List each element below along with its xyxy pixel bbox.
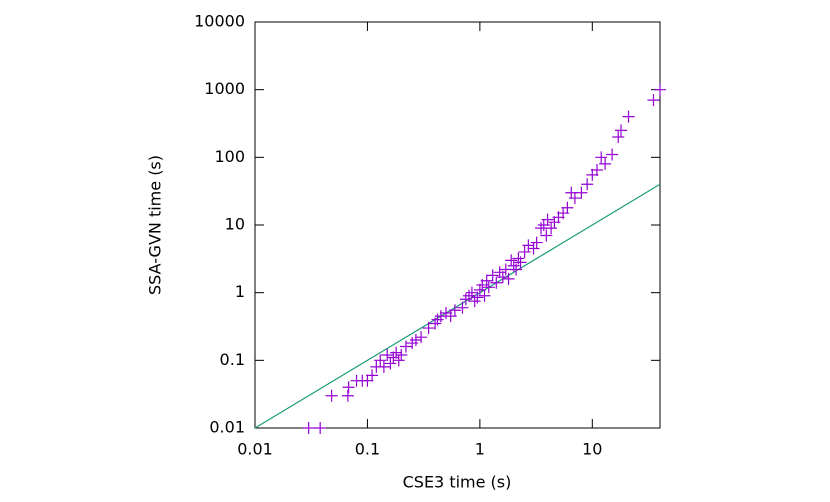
x-tick-label: 0.1 xyxy=(355,440,380,459)
point xyxy=(518,245,531,258)
x-axis-label: CSE3 time (s) xyxy=(403,473,512,492)
point xyxy=(561,201,574,214)
point xyxy=(361,374,374,387)
x-tick-label: 0.01 xyxy=(237,440,273,459)
y-tick-label: 10 xyxy=(225,215,245,234)
point xyxy=(499,263,512,276)
point xyxy=(541,213,554,226)
point xyxy=(395,348,408,361)
point xyxy=(486,269,499,282)
point xyxy=(342,381,355,394)
point xyxy=(590,163,603,176)
point xyxy=(535,222,548,235)
x-tick-label: 1 xyxy=(475,440,485,459)
point xyxy=(647,94,660,107)
y-tick-label: 100 xyxy=(214,147,245,166)
point xyxy=(581,178,594,191)
point xyxy=(366,369,379,382)
y-tick-label: 1000 xyxy=(204,79,245,98)
point xyxy=(456,301,469,314)
point xyxy=(302,422,315,434)
point xyxy=(314,422,327,434)
point xyxy=(465,286,478,299)
point xyxy=(505,254,518,267)
point xyxy=(471,291,484,304)
point xyxy=(387,351,400,364)
point xyxy=(540,229,553,242)
point xyxy=(599,157,612,170)
point xyxy=(448,304,461,317)
point xyxy=(422,322,435,335)
point xyxy=(575,186,588,199)
y-tick-label: 10000 xyxy=(194,12,245,31)
point xyxy=(384,357,397,370)
point xyxy=(615,124,628,137)
point xyxy=(440,307,453,320)
reference-line xyxy=(254,183,661,429)
point xyxy=(374,354,387,367)
point xyxy=(514,256,527,269)
point xyxy=(545,222,558,235)
x-tick-label: 10 xyxy=(582,440,602,459)
point xyxy=(478,289,491,302)
point xyxy=(612,130,625,143)
point xyxy=(493,266,506,279)
point xyxy=(530,236,543,249)
point xyxy=(496,271,509,284)
point xyxy=(325,389,338,402)
point xyxy=(502,272,515,285)
point xyxy=(568,192,581,205)
point xyxy=(527,242,540,255)
point xyxy=(381,348,394,361)
point xyxy=(399,340,412,353)
point xyxy=(462,289,475,302)
point xyxy=(482,281,495,294)
point xyxy=(654,83,666,96)
point xyxy=(377,360,390,373)
point xyxy=(341,389,354,402)
point xyxy=(522,239,535,252)
point xyxy=(490,276,503,289)
y-tick-label: 0.1 xyxy=(220,350,245,369)
y-tick-label: 0.01 xyxy=(209,418,245,437)
point xyxy=(622,110,635,123)
plot-frame xyxy=(254,21,661,429)
point xyxy=(409,333,422,346)
y-axis-label: SSA-GVN time (s) xyxy=(146,155,165,295)
point xyxy=(510,263,523,276)
point xyxy=(586,168,599,181)
point xyxy=(473,283,486,296)
point xyxy=(606,148,619,161)
point xyxy=(595,151,608,164)
y-tick-label: 1 xyxy=(235,282,245,301)
point xyxy=(390,346,403,359)
point xyxy=(480,274,493,287)
point xyxy=(415,331,428,344)
point xyxy=(392,354,405,367)
